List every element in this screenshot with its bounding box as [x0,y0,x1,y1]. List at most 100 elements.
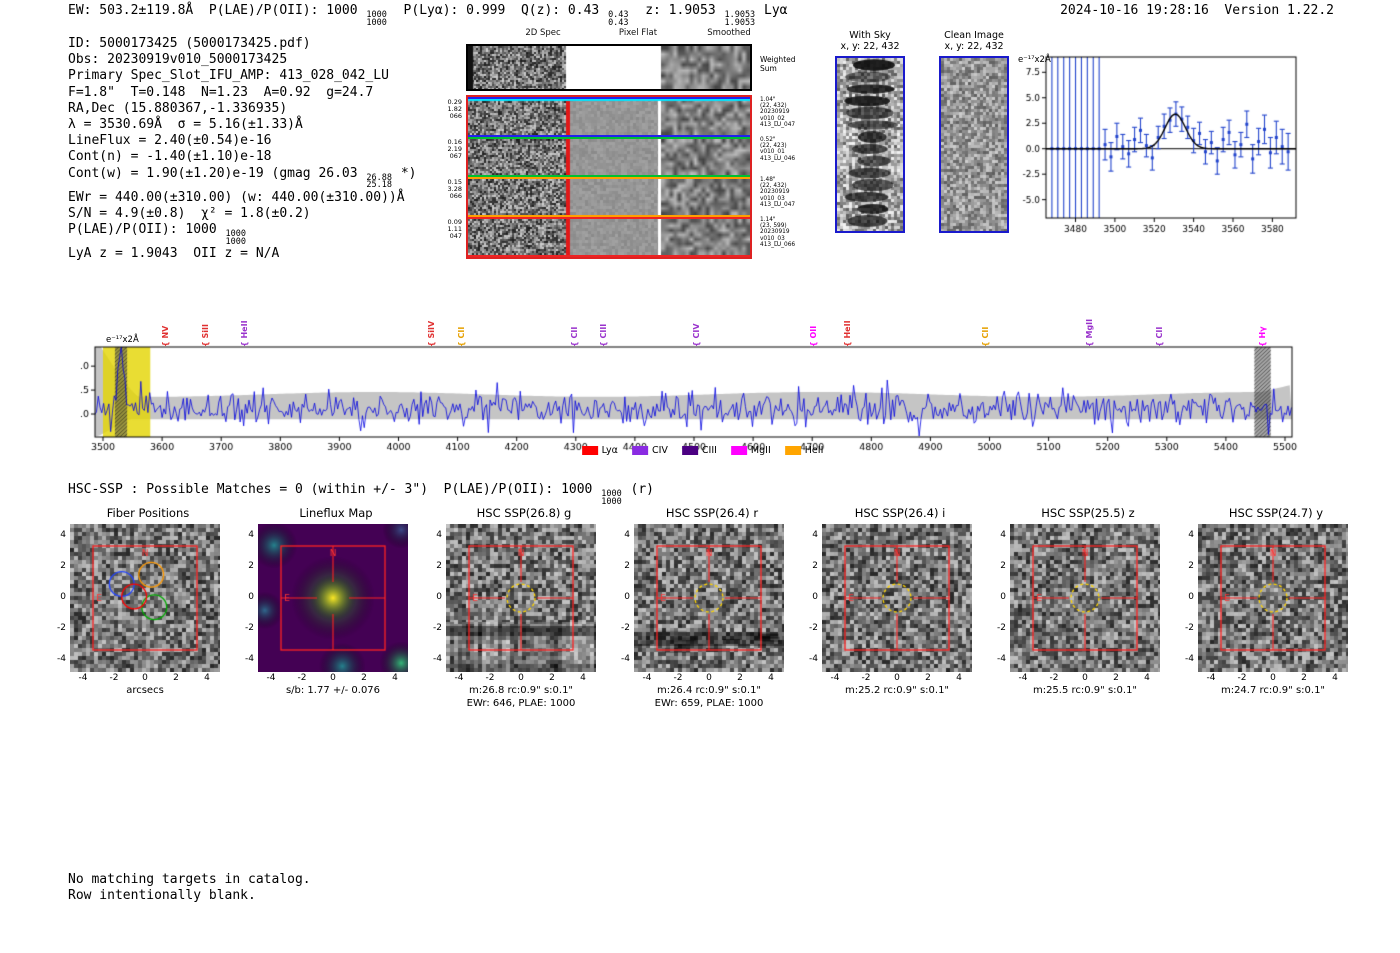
spec2d-column-label: Pixel Flat [618,28,658,38]
spectral-line-marker-oii: { OII [809,325,819,347]
info-text: Primary Spec_Slot_IFU_AMP: 413_028_042_L… [68,68,389,84]
axis-tick-label: -4 [1185,654,1194,664]
spectral-line-marker-heii: { HeII [842,320,852,347]
axis-tick-label: -4 [1018,673,1028,683]
spec2d-fiber-row-strip [468,177,750,217]
clean-image-title: Clean Image x, y: 22, 432 [944,30,1004,52]
spectral-line-marker-siii: { SiII [200,324,210,347]
panel-xticks: -4 -2 0 2 4 [1010,672,1160,685]
axis-tick-label: 2 [1188,561,1194,571]
axis-tick-label: -2 [433,623,442,633]
axis-tick-label: -2 [621,623,630,633]
axis-tick-label: -4 [809,654,818,664]
legend-swatch [730,446,747,455]
cutout-panel-image: -4 -2 0 2 4 [1185,524,1348,672]
line-fit-canvas [1004,45,1314,245]
spec2d-rows-group [466,95,752,259]
cutout-panel-title: HSC SSP(26.4) r [665,506,759,520]
axis-tick-label: 0 [60,592,66,602]
axis-tick-label: -4 [997,654,1006,664]
axis-tick-label: -4 [621,654,630,664]
info-line: RA,Dec (15.880367,-1.336935) [68,101,417,117]
axis-tick-label: 4 [436,530,442,540]
footer-note-line: No matching targets in catalog. [68,872,311,887]
axis-tick-label: 0 [1082,673,1088,683]
with-sky-cutout [835,56,905,233]
axis-tick-label: 2 [549,673,555,683]
axis-tick-label: 4 [248,530,254,540]
spec2d-fiber-row-strip [468,217,750,257]
full-spectrum-plot: e⁻¹⁷x2Å { NV { SiII { HeII { SiIV { CII { CII {… [80,295,1325,465]
full-spectrum-canvas [80,295,1325,465]
info-line: LineFlux = 2.40(±0.54)e-16 [68,133,417,149]
axis-tick-label: 2 [1301,673,1307,683]
yaxis-units-annotation: e⁻¹⁷x2Å [1018,55,1051,65]
info-line: LyA z = 1.9043 OII z = N/A [68,246,417,262]
legend-swatch [581,446,598,455]
info-fraction: 26.88 25.18 [366,172,393,191]
axis-tick-label: -4 [57,654,66,664]
info-line: λ = 3530.69Å σ = 5.16(±1.33)Å [68,117,417,133]
legend-item: CIII [681,445,717,456]
axis-tick-label: 4 [1000,530,1006,540]
info-line: Primary Spec_Slot_IFU_AMP: 413_028_042_L… [68,68,417,84]
axis-tick-label: 0 [624,592,630,602]
cutout-canvas [258,524,408,672]
cutout-panel: Lineflux Map -4 -2 0 2 4 -4 -2 0 2 4 s/b: 1.77 +/- … [230,506,418,710]
summary-stat-fraction: 1.9053 1.9053 [724,10,756,28]
cutout-panel-image: -4 -2 0 2 4 [809,524,972,672]
cutout-panel-title: HSC SSP(26.4) i [854,506,946,520]
axis-tick-label: 2 [812,561,818,571]
axis-tick-label: -4 [433,654,442,664]
legend-label: CIII [701,445,717,456]
cutout-panel-title: Fiber Positions [106,506,190,520]
cutout-panel-caption: m:26.8 rc:0.9" s:0.1" [468,685,574,696]
cutout-panel: HSC SSP(26.4) r -4 -2 0 2 4 -4 -2 0 2 4 m:26.4 rc:0… [606,506,794,710]
spectral-line-marker-siiv: { SiIV [426,320,436,347]
panel-xticks: -4 -2 0 2 4 [446,672,596,685]
legend-label: HeII [804,445,824,456]
footer-note-line: Row intentionally blank. [68,888,256,904]
axis-tick-label: -2 [297,673,307,683]
cutout-panels-row: Fiber Positions -4 -2 0 2 4 -4 -2 0 2 4 arcsecs Line… [42,506,1358,710]
fiber-row-left-label: 0.15 3.28 066 [447,178,462,200]
timestamp-version: 2024-10-16 19:28:16 Version 1.22.2 [1060,3,1334,18]
cutout-panel-caption: m:24.7 rc:0.9" s:0.1" [1220,685,1326,696]
info-text: F=1.8" T=0.148 N=1.23 A=0.92 g=24.7 [68,84,374,100]
info-line: Cont(n) = -1.40(±1.10)e-18 [68,149,417,165]
axis-tick-label: -4 [1206,673,1216,683]
cutout-panel-image: -4 -2 0 2 4 [997,524,1160,672]
cutout-canvas [1010,524,1160,672]
axis-tick-label: 4 [1144,673,1150,683]
spectrum-legend: Lyα CIV CIII MgII HeII [581,445,824,456]
axis-tick-label: 0 [436,592,442,602]
yaxis-units-annotation: e⁻¹⁷x2Å [106,335,139,345]
axis-tick-label: -4 [245,654,254,664]
axis-tick-label: -2 [109,673,119,683]
axis-tick-label: 4 [580,673,586,683]
spectral-line-marker-cii: { CII [457,326,467,347]
axis-tick-label: -4 [454,673,464,683]
axis-tick-label: -2 [809,623,818,633]
spec2d-cutout-stack: 2D Spec Pixel Flat Smoothed Weighted Sum 0.29… [438,26,828,266]
legend-item: CIV [631,445,668,456]
cutout-panel-caption: m:26.4 rc:0.9" s:0.1" [656,685,762,696]
panel-xticks: -4 -2 0 2 4 [822,672,972,685]
cutout-panel-caption: EWr: 659, PLAE: 1000 [654,697,764,709]
cutout-panel-caption: m:25.2 rc:0.9" s:0.1" [844,685,950,696]
panel-xticks: -4 -2 0 2 4 [1198,672,1348,685]
info-text: RA,Dec (15.880367,-1.336935) [68,100,288,116]
axis-tick-label: 2 [737,673,743,683]
axis-tick-label: 2 [361,673,367,683]
footer-notes: No matching targets in catalog. Row inten… [68,872,311,904]
spectral-line-marker-nv: { NV [160,325,170,347]
axis-tick-label: 0 [706,673,712,683]
axis-tick-label: 4 [812,530,818,540]
cutout-panel-image: -4 -2 0 2 4 [433,524,596,672]
fiber-row-left-label: 0.29 1.82 066 [447,98,462,120]
axis-tick-label: 2 [1113,673,1119,683]
axis-tick-label: 4 [624,530,630,540]
legend-swatch [631,446,648,455]
cutout-panel: HSC SSP(24.7) y -4 -2 0 2 4 -4 -2 0 2 4 m:24.7 rc:0… [1170,506,1358,710]
info-text: ID: 5000173425 (5000173425.pdf) [68,36,311,51]
